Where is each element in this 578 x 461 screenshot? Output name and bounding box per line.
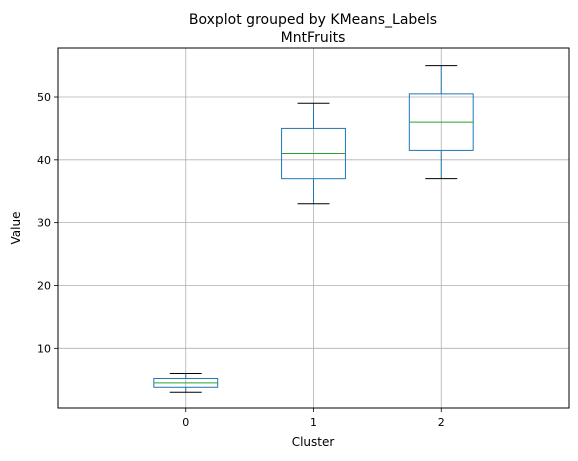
axis-ticks: 0 1 2 10 20 30 40 50: [37, 91, 445, 429]
box-cluster-2: [408, 65, 474, 180]
x-axis-label: Cluster: [292, 435, 335, 449]
y-tick-label: 40: [37, 154, 51, 167]
y-axis-label: Value: [9, 212, 23, 245]
box-series: [153, 65, 474, 393]
chart-suptitle: Boxplot grouped by KMeans_Labels: [189, 12, 437, 28]
grid-lines: [58, 48, 569, 408]
y-tick-label: 30: [37, 217, 51, 230]
y-tick-label: 50: [37, 91, 51, 104]
chart-title: MntFruits: [281, 30, 346, 46]
box-cluster-1: [281, 102, 346, 205]
y-tick-label: 20: [37, 279, 51, 292]
box-cluster-0: [153, 372, 219, 393]
y-tick-label: 10: [37, 342, 51, 355]
x-tick-label: 0: [182, 416, 189, 429]
x-tick-label: 2: [438, 416, 445, 429]
x-tick-label: 1: [310, 416, 317, 429]
